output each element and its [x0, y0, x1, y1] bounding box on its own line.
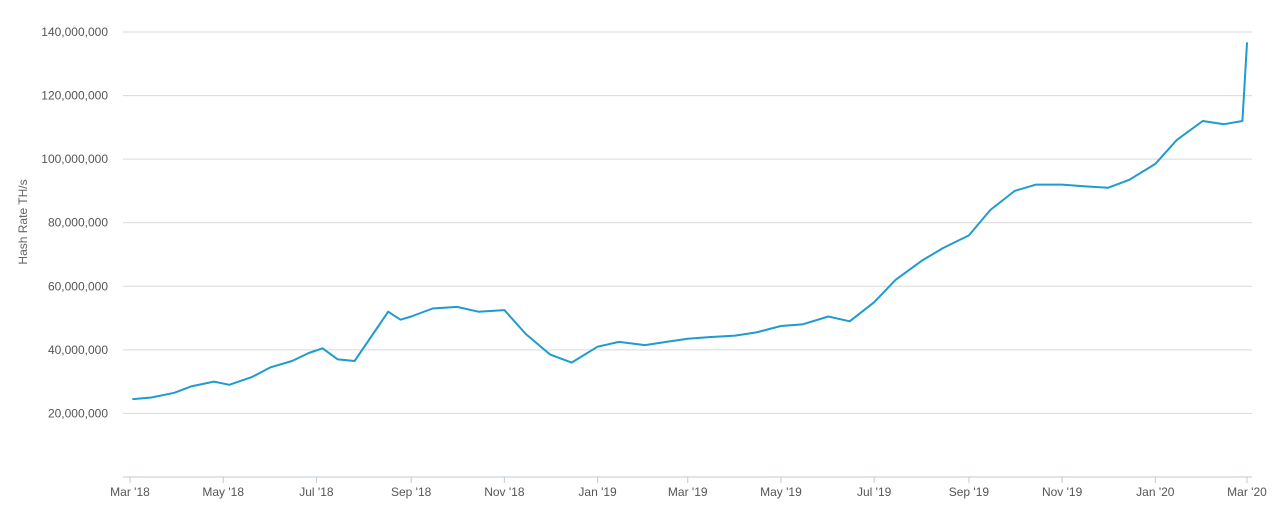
x-tick-label: Sep '18	[391, 485, 432, 499]
y-tick-label: 60,000,000	[48, 279, 108, 293]
x-tick-label: Mar '20	[1227, 485, 1267, 499]
x-axis: Mar '18 May '18 Jul '18 Sep '18 Nov '18 Jan '…	[110, 476, 1267, 499]
x-tick-label: Sep '19	[949, 485, 990, 499]
x-tick-label: Jul '19	[857, 485, 892, 499]
y-tick-label: 100,000,000	[41, 152, 108, 166]
y-tick-label: 20,000,000	[48, 406, 108, 420]
x-tick-label: Jan '19	[578, 485, 617, 499]
y-tick-label: 120,000,000	[41, 89, 108, 103]
x-tick-label: May '18	[202, 485, 244, 499]
y-tick-label: 140,000,000	[41, 25, 108, 39]
y-axis-title: Hash Rate TH/s	[16, 179, 30, 264]
x-tick-label: May '19	[760, 485, 802, 499]
y-tick-label: 40,000,000	[48, 343, 108, 357]
series-layer	[132, 42, 1248, 401]
x-tick-label: Mar '18	[110, 485, 150, 499]
y-tick-label: 80,000,000	[48, 216, 108, 230]
x-tick-label: Jan '20	[1136, 485, 1175, 499]
x-tick-label: Jul '18	[299, 485, 334, 499]
x-tick-label: Nov '19	[1042, 485, 1083, 499]
grid-lines	[123, 31, 1252, 414]
y-axis-ticks: 20,000,000 40,000,000 60,000,000 80,000,000…	[41, 25, 108, 420]
series-line-0	[132, 42, 1248, 401]
x-tick-label: Nov '18	[484, 485, 525, 499]
x-tick-label: Mar '19	[668, 485, 708, 499]
